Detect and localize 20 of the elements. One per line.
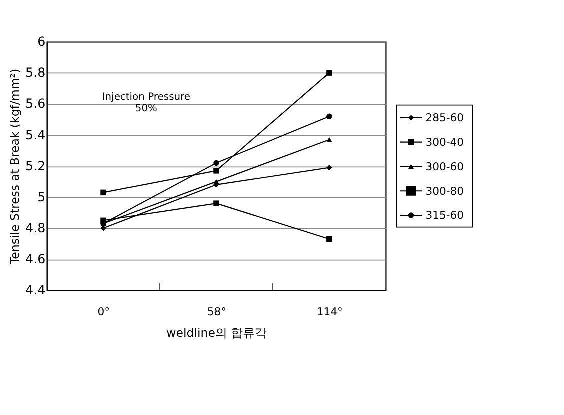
y-tick-label: 4.4: [26, 282, 46, 298]
y-tick-label: 5.6: [26, 96, 46, 112]
annotation: Injection Pressure 50%: [102, 92, 191, 115]
y-tick-label: 4.6: [26, 252, 46, 267]
y-tick-label: 6: [38, 34, 46, 50]
legend-label: 285-60: [426, 112, 464, 125]
y-tick-label: 4.8: [26, 220, 46, 236]
legend-label: 300-40: [426, 136, 464, 149]
legend-label: 315-60: [426, 209, 464, 222]
legend-label: 300-60: [426, 160, 464, 174]
y-tick-label: 5.2: [26, 158, 46, 174]
x-tick-label: 58°: [207, 305, 227, 318]
y-axis-title: Tensile Stress at Break (kgf/mm²): [8, 68, 22, 266]
x-tick-label: 0°: [98, 305, 110, 318]
y-tick-label: 5.8: [26, 65, 46, 80]
y-tick-label: 5.4: [26, 127, 46, 142]
x-axis-title: weldline의 합류각: [166, 326, 268, 340]
y-tick-label: 5: [38, 189, 46, 204]
x-tick-label: 114°: [316, 305, 343, 318]
legend-label: 300-80: [426, 184, 464, 198]
